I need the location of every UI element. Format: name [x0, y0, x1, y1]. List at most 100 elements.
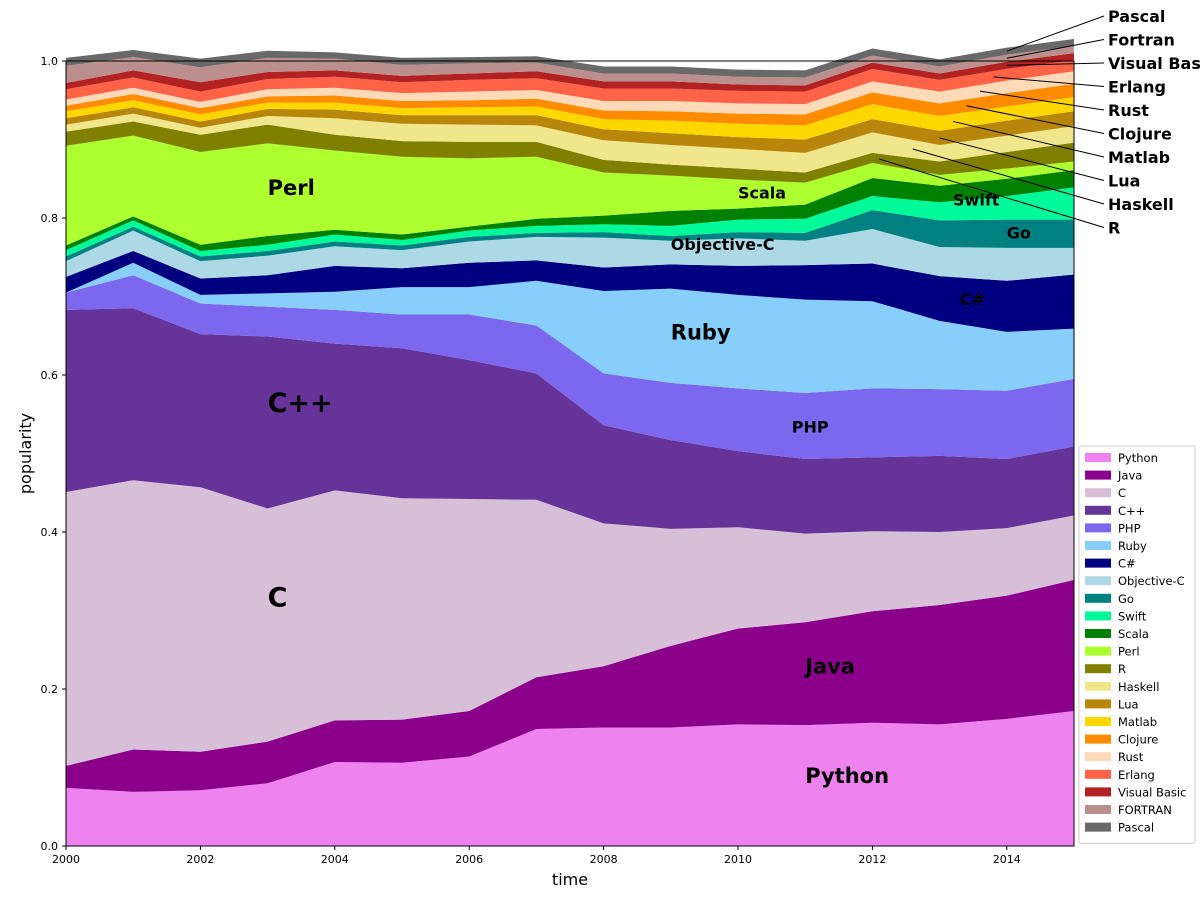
callout-r: R — [1108, 219, 1120, 238]
legend-label-matlab: Matlab — [1118, 715, 1157, 729]
area-objective-c — [66, 228, 1074, 281]
x-tick-label: 2012 — [858, 853, 886, 866]
legend-label-php: PHP — [1118, 521, 1141, 535]
callout-haskell: Haskell — [1108, 195, 1174, 214]
area-label-perl: Perl — [268, 176, 315, 200]
area-haskell — [66, 113, 1074, 173]
area-perl — [66, 135, 1074, 246]
legend-swatch-c — [1085, 558, 1111, 568]
legend-label-clojure: Clojure — [1118, 733, 1158, 747]
legend-swatch-scala — [1085, 629, 1111, 638]
x-axis-ticks: 2000 2002 2004 2006 2008 2010 2012 2014 — [52, 846, 1021, 866]
callout-pascal: Pascal — [1108, 7, 1165, 26]
legend-swatch-fortran — [1085, 805, 1111, 814]
x-tick-label: 2014 — [993, 853, 1021, 866]
y-tick-label: 0.2 — [41, 683, 59, 696]
legend-swatch-objective-c — [1085, 576, 1111, 586]
legend-swatch-perl — [1085, 646, 1111, 656]
x-axis-label: time — [552, 870, 588, 889]
area-label-c: C — [268, 583, 288, 614]
legend-label-erlang: Erlang — [1118, 768, 1155, 782]
area-label-objective-c: Objective-C — [671, 235, 775, 254]
legend: Python Java C C++ PHP Ruby C# Objective-C Go Swif… — [1078, 445, 1196, 844]
area-label-go: Go — [1007, 223, 1031, 242]
area-label-swift: Swift — [953, 190, 1000, 209]
area-label-python: Python — [805, 764, 889, 788]
area-visual-basic — [66, 53, 1074, 92]
legend-swatch-swift — [1085, 611, 1111, 621]
area-pascal — [66, 39, 1074, 78]
callout-line — [979, 90, 1105, 111]
legend-label-c: C# — [1118, 557, 1136, 571]
callout-line — [993, 76, 1105, 87]
area-go — [66, 210, 1074, 262]
legend-swatch-pascal — [1085, 822, 1111, 832]
callout-line — [1006, 15, 1105, 52]
legend-swatch-c — [1085, 505, 1111, 515]
callout-fortran: Fortran — [1108, 31, 1175, 50]
legend-swatch-haskell — [1085, 681, 1111, 691]
callout-lua: Lua — [1108, 172, 1140, 191]
legend-label-scala: Scala — [1118, 627, 1149, 641]
legend-label-go: Go — [1118, 592, 1134, 606]
x-tick-label: 2004 — [321, 853, 349, 866]
callout-line — [952, 120, 1105, 158]
legend-label-lua: Lua — [1118, 697, 1139, 711]
legend-swatch-php — [1085, 523, 1111, 533]
y-axis-ticks: 0.0 0.2 0.4 0.6 0.8 1.0 — [41, 55, 66, 853]
area-rust — [66, 71, 1074, 115]
area-label-java: Java — [803, 654, 855, 678]
legend-label-haskell: Haskell — [1118, 680, 1159, 694]
callout-line — [1006, 39, 1105, 59]
area-python — [66, 710, 1074, 846]
callout-line — [966, 105, 1105, 134]
y-tick-label: 0.4 — [41, 526, 59, 539]
legend-swatch-java — [1085, 470, 1111, 480]
callout-line — [939, 137, 1105, 181]
legend-label-ruby: Ruby — [1118, 539, 1147, 553]
callout-rust: Rust — [1108, 101, 1149, 120]
area-series-group — [66, 39, 1074, 846]
legend-label-c: C — [1118, 486, 1126, 500]
legend-label-python: Python — [1118, 451, 1158, 465]
area-c — [66, 308, 1074, 534]
area-matlab — [66, 97, 1074, 140]
area-label-c: C# — [960, 290, 985, 309]
callout-visual-basic: Visual Basic — [1108, 54, 1200, 73]
area-r — [66, 121, 1074, 183]
y-axis-label: popularity — [16, 413, 35, 494]
area-java — [66, 579, 1074, 792]
legend-swatch-python — [1085, 453, 1111, 462]
area-swift — [66, 187, 1074, 257]
callout-matlab: Matlab — [1108, 148, 1170, 167]
legend-label-rust: Rust — [1118, 750, 1144, 764]
callout-clojure: Clojure — [1108, 125, 1172, 144]
in-plot-labels: Python Java C C++ PHP Ruby C# Objective-C Go Swif… — [268, 176, 1031, 788]
x-tick-label: 2006 — [455, 853, 483, 866]
area-lua — [66, 107, 1074, 153]
legend-swatch-clojure — [1085, 734, 1111, 744]
legend-swatch-go — [1085, 593, 1111, 603]
callout-labels: Pascal Fortran Visual Basic Erlang Rust Cloju… — [878, 7, 1200, 238]
legend-swatch-ruby — [1085, 541, 1111, 550]
legend-label-objective-c: Objective-C — [1118, 574, 1185, 588]
area-label-scala: Scala — [738, 183, 786, 202]
area-label-c: C++ — [268, 388, 333, 419]
callout-line — [1006, 62, 1105, 66]
legend-swatch-erlang — [1085, 769, 1111, 779]
area-c — [66, 480, 1074, 766]
area-erlang — [66, 60, 1074, 105]
legend-swatch-rust — [1085, 752, 1111, 762]
legend-label-fortran: FORTRAN — [1118, 803, 1172, 817]
area-c — [66, 250, 1074, 332]
callout-line — [912, 148, 1105, 205]
y-tick-label: 0.0 — [41, 840, 59, 853]
legend-swatch-c — [1085, 488, 1111, 498]
x-tick-label: 2008 — [590, 853, 618, 866]
legend-label-java: Java — [1117, 469, 1142, 483]
y-tick-label: 1.0 — [41, 55, 59, 68]
area-fortran — [66, 46, 1074, 86]
plot-frame — [65, 60, 1075, 847]
legend-label-visual-basic: Visual Basic — [1118, 785, 1186, 799]
